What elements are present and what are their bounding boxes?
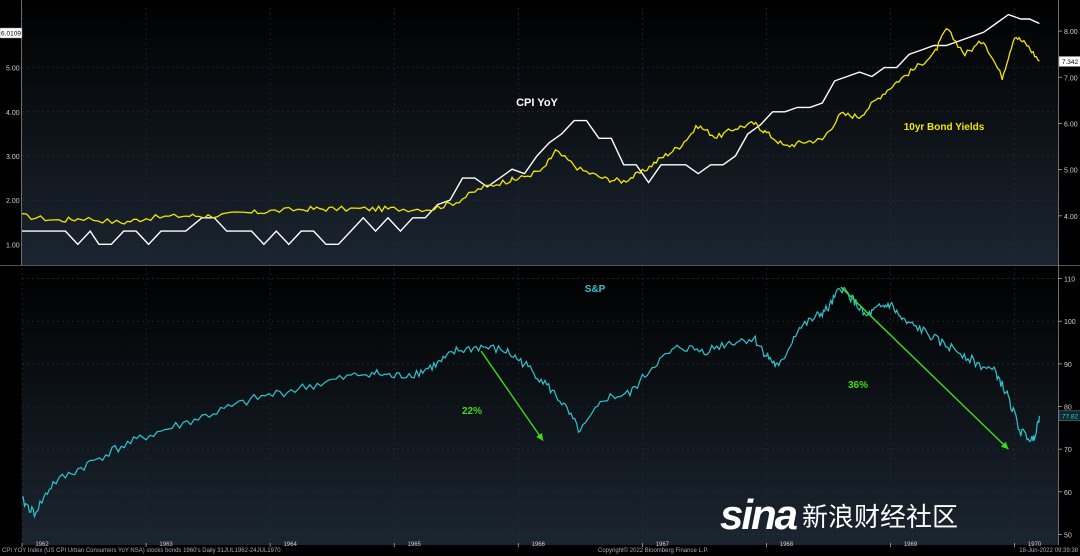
x-tick-label: 1970 — [1028, 542, 1042, 548]
x-tick-label: 1968 — [780, 542, 794, 548]
bottom-tick-label: 110 — [1064, 277, 1075, 284]
bond-last-value: 7.342 — [1062, 59, 1079, 66]
drawdown-arrowhead-2 — [1000, 441, 1009, 450]
bond-last-value-box — [1058, 56, 1080, 67]
x-tick-label: 1969 — [904, 542, 918, 548]
sina-watermark: sina 新浪财经社区 — [720, 494, 958, 536]
drawdown-2-label: 36% — [848, 380, 868, 391]
footer-timestamp: 18-Jun-2022 09:39:38 — [1019, 548, 1078, 554]
drawdown-arrow-2 — [840, 286, 1009, 450]
top-panel-bg — [22, 0, 1058, 265]
sp-last-value: 77.82 — [1062, 413, 1079, 420]
bottom-tick-label: 50 — [1064, 532, 1072, 539]
bottom-tick-label: 100 — [1064, 319, 1076, 326]
bottom-tick-label: 80 — [1064, 405, 1072, 412]
right-tick-label: 5.00 — [1064, 168, 1078, 175]
x-tick-label: 1963 — [159, 542, 173, 548]
right-tick-label: 7.00 — [1064, 75, 1078, 82]
footer-copyright: Copyright© 2022 Bloomberg Finance L.P. — [598, 548, 709, 554]
cpi-last-value-box — [0, 27, 23, 39]
drawdown-arrowhead-1 — [536, 432, 544, 441]
cpi-yoy-line — [22, 13, 1040, 246]
footer-bar: CPI YOY Index (US CPI Urban Consumers Yo… — [0, 546, 1080, 556]
bottom-panel-bg — [22, 266, 1058, 545]
sp-series-label: S&P — [585, 284, 606, 295]
bottom-tick-label: 60 — [1064, 490, 1072, 497]
footer-source: CPI YOY Index (US CPI Urban Consumers Yo… — [2, 548, 281, 554]
right-tick-label: 8.00 — [1064, 29, 1078, 36]
drawdown-1-label: 22% — [462, 406, 482, 417]
cpi-series-label: CPI YoY — [516, 97, 558, 109]
cpi-last-value: 6.0109 — [1, 31, 21, 38]
bottom-tick-label: 90 — [1064, 362, 1072, 369]
sina-watermark-text: 新浪财经社区 — [802, 502, 959, 533]
right-tick-label: 6.00 — [1064, 121, 1078, 128]
left-tick-label: 5.00 — [6, 66, 20, 73]
sina-logo: sina — [720, 491, 798, 538]
bottom-tick-label: 70 — [1064, 447, 1072, 454]
sp-last-value-box — [1058, 410, 1080, 422]
left-tick-label: 2.00 — [6, 198, 20, 205]
x-tick-label: 1965 — [408, 542, 422, 548]
x-tick-label: 1964 — [283, 542, 297, 548]
bond-yield-line — [21, 27, 1040, 225]
drawdown-arrow-1 — [480, 350, 544, 442]
right-tick-label: 4.00 — [1064, 214, 1078, 221]
left-tick-label: 1.00 — [6, 242, 20, 249]
left-tick-label: 3.00 — [6, 154, 20, 161]
x-tick-label: 1962 — [35, 542, 49, 548]
x-tick-label: 1966 — [532, 542, 546, 548]
sp-index-line — [22, 286, 1040, 519]
left-tick-label: 4.00 — [6, 110, 20, 117]
x-tick-label: 1967 — [656, 542, 670, 548]
bond-series-label: 10yr Bond Yields — [904, 122, 985, 133]
